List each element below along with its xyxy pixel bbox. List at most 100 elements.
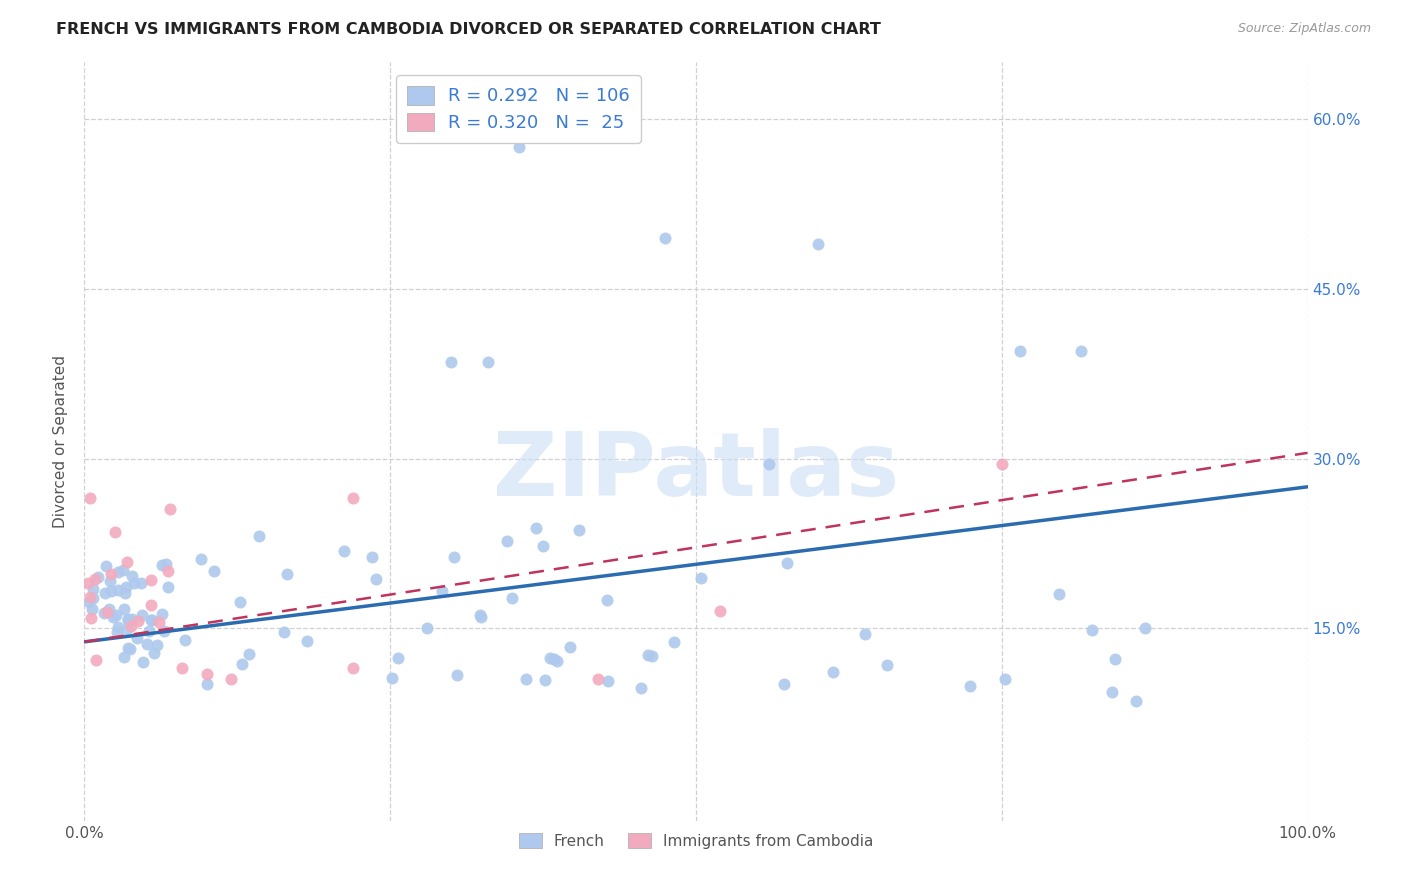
- Point: [107, 620, 129, 634]
- Point: [195, 676, 218, 690]
- Point: [432, 584, 454, 599]
- Point: [853, 626, 876, 640]
- Point: [598, 674, 620, 689]
- Point: [77, 595, 100, 609]
- Point: [654, 231, 676, 245]
- Point: [1081, 624, 1104, 638]
- Point: [125, 632, 148, 646]
- Point: [79, 590, 101, 604]
- Point: [131, 608, 153, 623]
- Point: [107, 565, 129, 579]
- Point: [416, 621, 439, 635]
- Point: [567, 524, 589, 538]
- Point: [136, 637, 159, 651]
- Point: [1101, 684, 1123, 698]
- Point: [807, 236, 830, 251]
- Point: [79, 491, 101, 505]
- Point: [342, 661, 364, 675]
- Point: [120, 641, 142, 656]
- Point: [172, 661, 194, 675]
- Point: [994, 673, 1017, 687]
- Point: [533, 673, 555, 687]
- Point: [114, 602, 136, 616]
- Point: [96, 605, 118, 619]
- Point: [229, 595, 252, 609]
- Point: [238, 647, 260, 661]
- Point: [76, 575, 98, 590]
- Point: [131, 576, 153, 591]
- Point: [101, 609, 124, 624]
- Point: [107, 582, 129, 597]
- Point: [508, 140, 530, 154]
- Point: [83, 572, 105, 586]
- Point: [709, 604, 731, 618]
- Point: [105, 608, 128, 623]
- Point: [558, 640, 581, 654]
- Point: [637, 648, 659, 662]
- Point: [524, 520, 547, 534]
- Point: [156, 564, 179, 578]
- Point: [153, 624, 176, 638]
- Point: [112, 563, 135, 577]
- Point: [141, 599, 163, 613]
- Point: [495, 533, 517, 548]
- Point: [586, 672, 609, 686]
- Legend: French, Immigrants from Cambodia: French, Immigrants from Cambodia: [513, 827, 879, 855]
- Point: [117, 612, 139, 626]
- Point: [82, 591, 104, 605]
- Point: [959, 679, 981, 693]
- Point: [190, 551, 212, 566]
- Point: [531, 539, 554, 553]
- Point: [87, 569, 110, 583]
- Point: [470, 610, 492, 624]
- Point: [776, 556, 799, 570]
- Text: FRENCH VS IMMIGRANTS FROM CAMBODIA DIVORCED OR SEPARATED CORRELATION CHART: FRENCH VS IMMIGRANTS FROM CAMBODIA DIVOR…: [56, 22, 882, 37]
- Point: [148, 615, 170, 629]
- Point: [105, 624, 128, 639]
- Point: [117, 641, 139, 656]
- Point: [157, 580, 180, 594]
- Point: [139, 573, 162, 587]
- Point: [823, 665, 845, 679]
- Point: [640, 649, 662, 664]
- Point: [82, 582, 104, 596]
- Point: [690, 571, 713, 585]
- Point: [127, 614, 149, 628]
- Point: [364, 573, 387, 587]
- Point: [138, 624, 160, 638]
- Point: [121, 569, 143, 583]
- Point: [115, 622, 138, 636]
- Point: [114, 580, 136, 594]
- Point: [538, 651, 561, 665]
- Point: [112, 649, 135, 664]
- Point: [159, 502, 181, 516]
- Point: [333, 544, 356, 558]
- Point: [276, 567, 298, 582]
- Point: [152, 558, 174, 572]
- Point: [124, 576, 146, 591]
- Point: [546, 654, 568, 668]
- Point: [443, 549, 465, 564]
- Point: [82, 602, 104, 616]
- Point: [93, 585, 115, 599]
- Point: [1049, 587, 1071, 601]
- Point: [470, 607, 492, 622]
- Point: [1133, 621, 1156, 635]
- Point: [155, 557, 177, 571]
- Point: [115, 555, 138, 569]
- Point: [219, 672, 242, 686]
- Point: [142, 646, 165, 660]
- Point: [202, 564, 225, 578]
- Point: [132, 655, 155, 669]
- Point: [477, 355, 499, 369]
- Point: [446, 667, 468, 681]
- Point: [273, 625, 295, 640]
- Point: [120, 619, 142, 633]
- Point: [80, 611, 103, 625]
- Point: [596, 593, 619, 607]
- Point: [297, 634, 319, 648]
- Point: [231, 657, 253, 671]
- Point: [361, 549, 384, 564]
- Point: [94, 558, 117, 573]
- Point: [381, 671, 404, 685]
